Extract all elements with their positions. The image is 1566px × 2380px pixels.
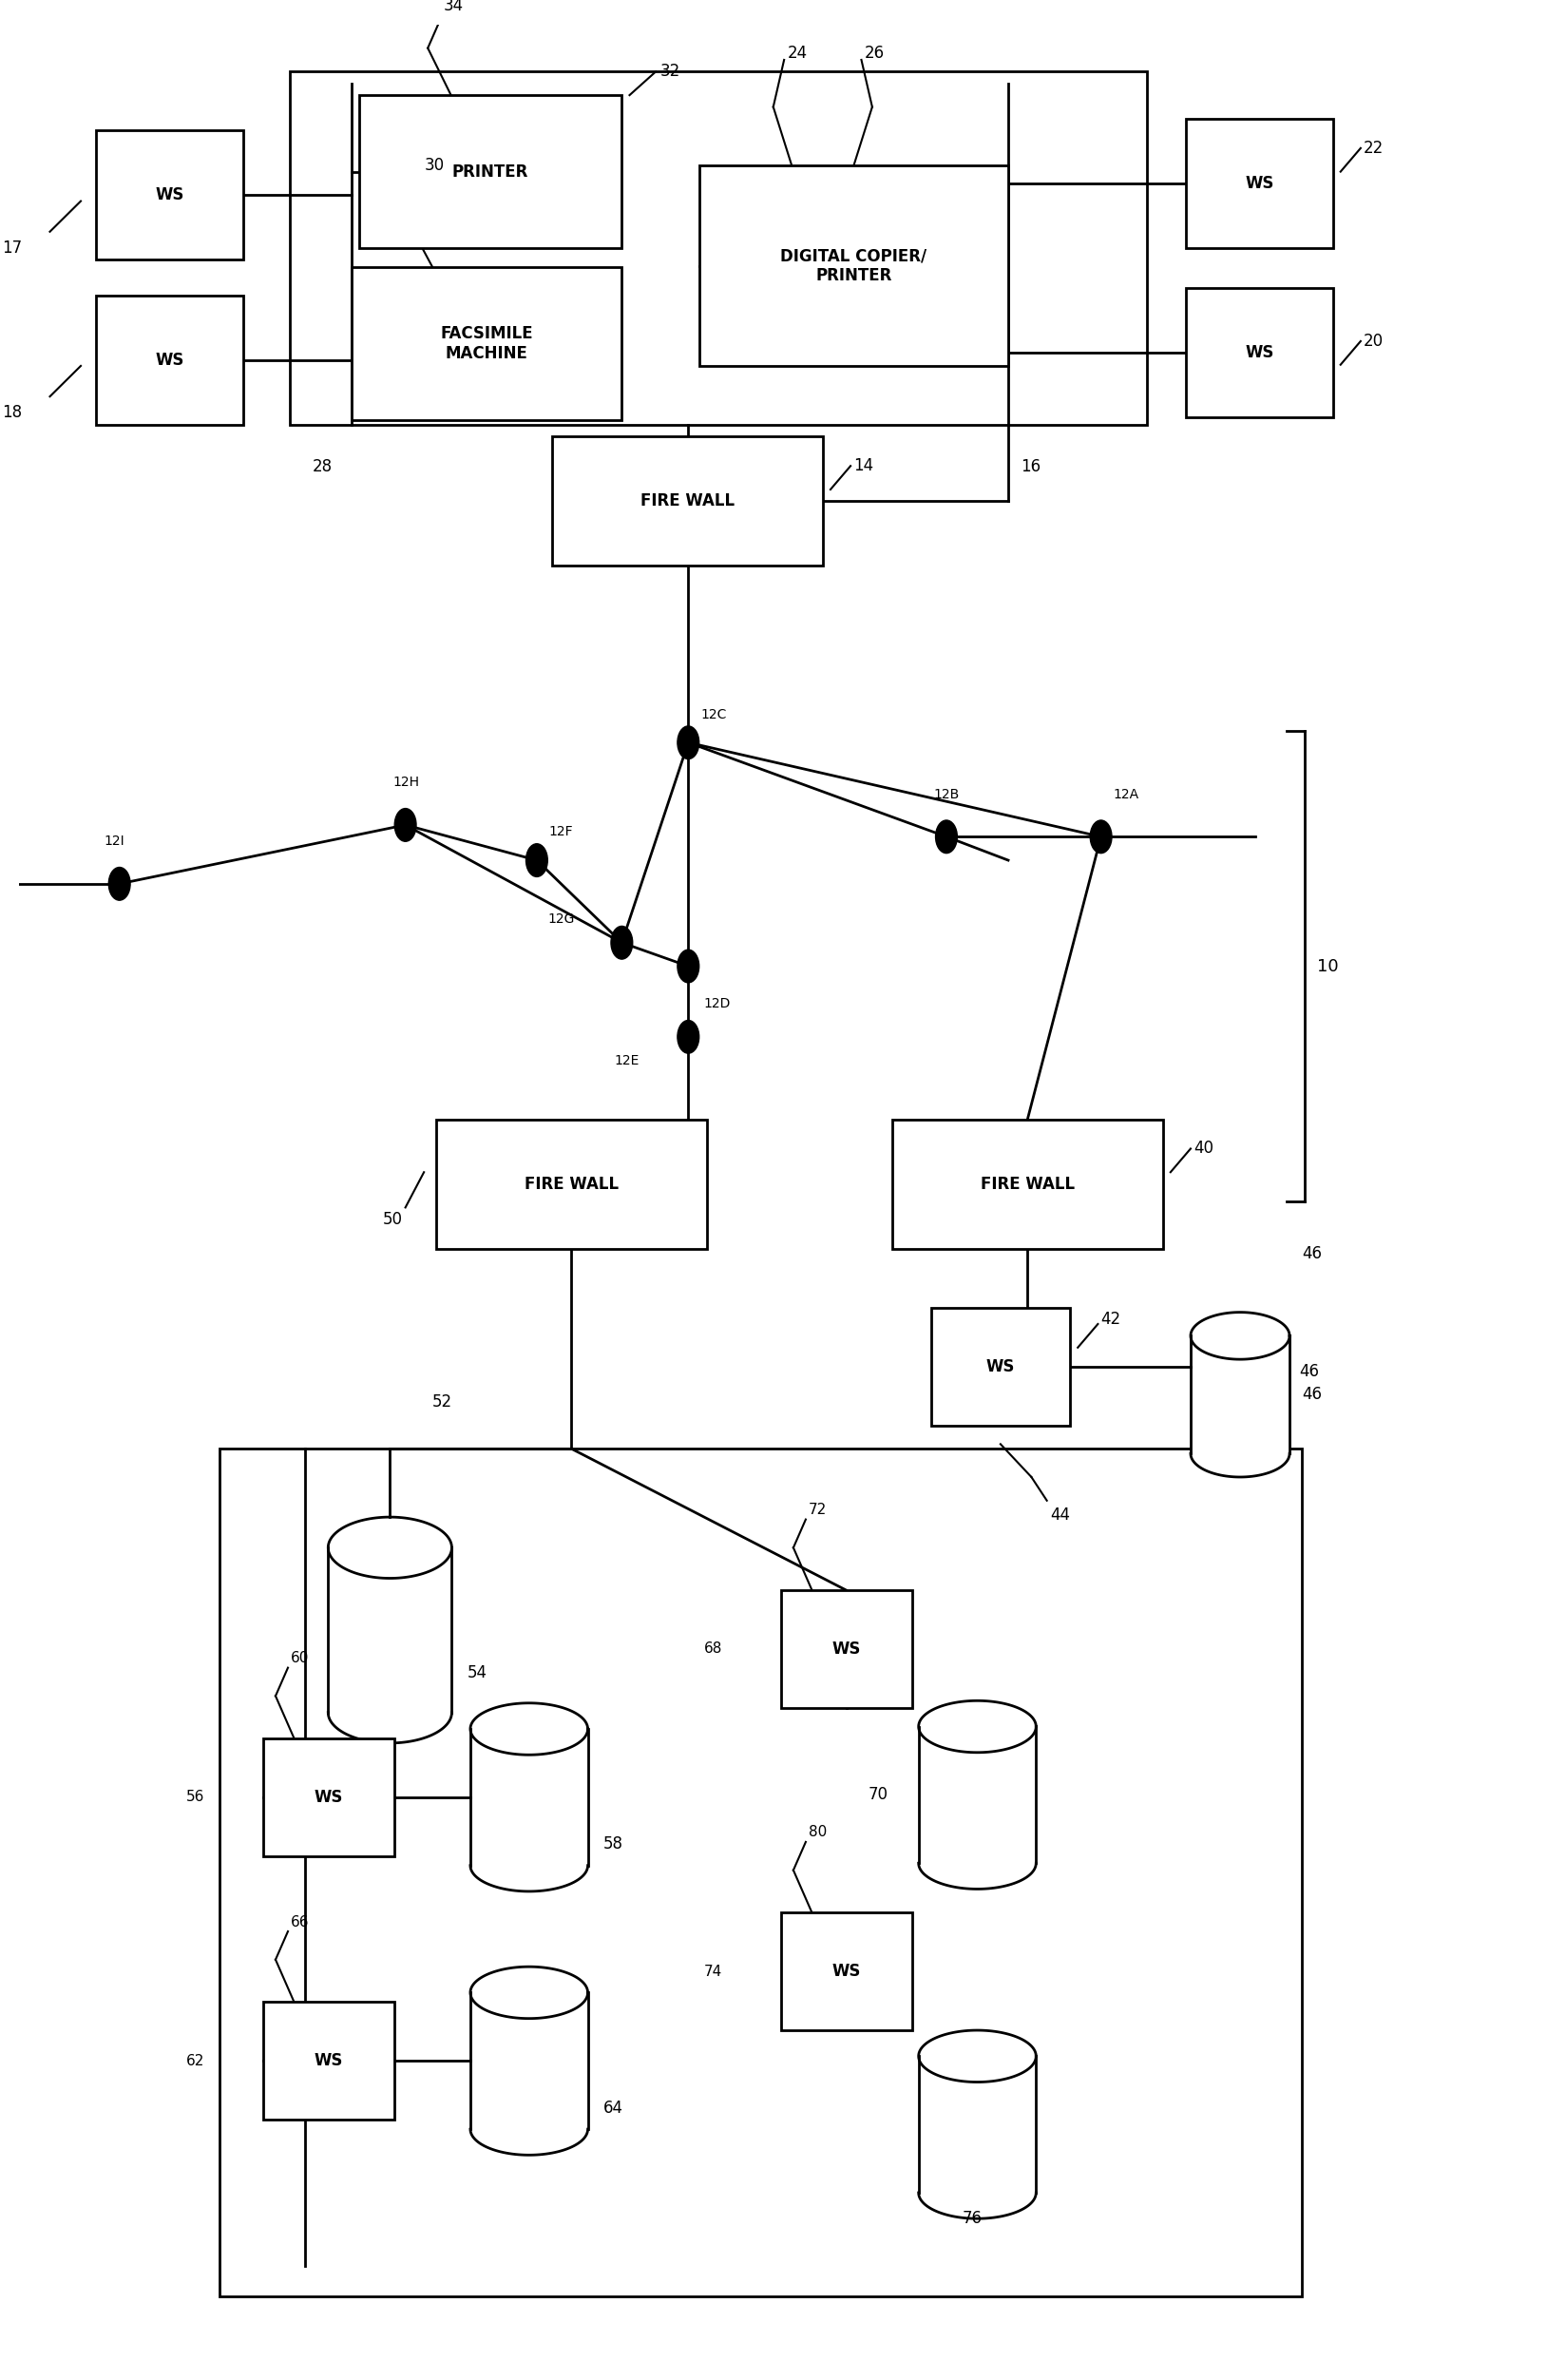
Text: 16: 16 bbox=[1021, 459, 1041, 476]
FancyBboxPatch shape bbox=[1185, 119, 1333, 248]
Text: 12D: 12D bbox=[703, 997, 731, 1012]
Text: 72: 72 bbox=[808, 1502, 827, 1516]
Polygon shape bbox=[1190, 1335, 1289, 1454]
Text: 18: 18 bbox=[2, 405, 22, 421]
Polygon shape bbox=[470, 1992, 587, 2130]
Polygon shape bbox=[470, 1728, 587, 1866]
Text: FIRE WALL: FIRE WALL bbox=[640, 493, 734, 509]
Circle shape bbox=[935, 821, 957, 852]
Text: WS: WS bbox=[315, 1790, 343, 1806]
Text: 12G: 12G bbox=[548, 912, 575, 926]
FancyBboxPatch shape bbox=[219, 1449, 1301, 2297]
Text: 54: 54 bbox=[467, 1664, 487, 1680]
FancyBboxPatch shape bbox=[781, 1914, 913, 2030]
Text: 12F: 12F bbox=[550, 826, 573, 838]
Text: 58: 58 bbox=[603, 1835, 623, 1854]
Text: 56: 56 bbox=[186, 1790, 205, 1804]
Text: 12H: 12H bbox=[393, 776, 420, 790]
Circle shape bbox=[678, 950, 698, 983]
Text: 46: 46 bbox=[1301, 1245, 1322, 1261]
FancyBboxPatch shape bbox=[96, 131, 243, 259]
FancyBboxPatch shape bbox=[930, 1307, 1070, 1426]
Text: 17: 17 bbox=[2, 240, 22, 257]
Circle shape bbox=[395, 809, 417, 843]
Text: WS: WS bbox=[155, 352, 185, 369]
Text: WS: WS bbox=[1245, 345, 1273, 362]
Text: 30: 30 bbox=[424, 157, 445, 174]
Text: FACSIMILE
MACHINE: FACSIMILE MACHINE bbox=[440, 326, 532, 362]
FancyBboxPatch shape bbox=[359, 95, 622, 248]
Text: WS: WS bbox=[832, 1963, 861, 1980]
FancyBboxPatch shape bbox=[437, 1119, 706, 1249]
Text: WS: WS bbox=[1245, 174, 1273, 193]
Text: 12A: 12A bbox=[1113, 788, 1138, 802]
FancyBboxPatch shape bbox=[781, 1590, 913, 1709]
FancyBboxPatch shape bbox=[351, 267, 622, 419]
Polygon shape bbox=[329, 1547, 451, 1714]
Circle shape bbox=[678, 726, 698, 759]
Text: WS: WS bbox=[832, 1640, 861, 1656]
Circle shape bbox=[108, 866, 130, 900]
Text: 28: 28 bbox=[313, 459, 332, 476]
Text: 32: 32 bbox=[661, 62, 681, 81]
FancyBboxPatch shape bbox=[263, 1737, 395, 1856]
Text: 60: 60 bbox=[291, 1652, 310, 1666]
FancyBboxPatch shape bbox=[263, 2002, 395, 2121]
Text: 62: 62 bbox=[186, 2054, 205, 2068]
FancyBboxPatch shape bbox=[1185, 288, 1333, 416]
Text: 52: 52 bbox=[432, 1392, 453, 1411]
Text: 44: 44 bbox=[1049, 1507, 1070, 1523]
Text: 12I: 12I bbox=[103, 835, 125, 847]
Circle shape bbox=[678, 1021, 698, 1054]
Text: WS: WS bbox=[987, 1359, 1015, 1376]
Circle shape bbox=[611, 926, 633, 959]
Text: 66: 66 bbox=[291, 1916, 310, 1930]
Text: WS: WS bbox=[155, 186, 185, 205]
Text: 12C: 12C bbox=[700, 707, 727, 721]
Text: 64: 64 bbox=[603, 2099, 623, 2116]
Text: 26: 26 bbox=[864, 45, 885, 62]
Circle shape bbox=[526, 845, 548, 876]
Text: 12B: 12B bbox=[933, 788, 960, 802]
Text: 24: 24 bbox=[788, 45, 806, 62]
Text: FIRE WALL: FIRE WALL bbox=[980, 1176, 1074, 1192]
Text: 12E: 12E bbox=[614, 1054, 639, 1066]
Text: 22: 22 bbox=[1364, 140, 1384, 157]
Text: WS: WS bbox=[315, 2052, 343, 2071]
FancyBboxPatch shape bbox=[698, 167, 1009, 367]
FancyBboxPatch shape bbox=[893, 1119, 1164, 1249]
Text: 68: 68 bbox=[703, 1642, 722, 1656]
Text: 46: 46 bbox=[1298, 1364, 1319, 1380]
Text: 20: 20 bbox=[1364, 333, 1384, 350]
Text: PRINTER: PRINTER bbox=[453, 164, 529, 181]
FancyBboxPatch shape bbox=[553, 436, 822, 566]
Text: 74: 74 bbox=[705, 1963, 722, 1978]
Text: 80: 80 bbox=[808, 1825, 827, 1840]
Text: FIRE WALL: FIRE WALL bbox=[525, 1176, 619, 1192]
Text: 34: 34 bbox=[443, 0, 464, 14]
Circle shape bbox=[1090, 821, 1112, 852]
Text: 46: 46 bbox=[1301, 1385, 1322, 1404]
Text: 76: 76 bbox=[962, 2211, 982, 2228]
Polygon shape bbox=[919, 1725, 1037, 1864]
Text: 50: 50 bbox=[382, 1211, 402, 1228]
FancyBboxPatch shape bbox=[96, 295, 243, 424]
Text: 70: 70 bbox=[868, 1787, 888, 1804]
Text: 40: 40 bbox=[1193, 1140, 1214, 1157]
Polygon shape bbox=[919, 2056, 1037, 2192]
Text: 14: 14 bbox=[853, 457, 874, 474]
FancyBboxPatch shape bbox=[290, 71, 1148, 424]
Text: 42: 42 bbox=[1101, 1311, 1121, 1328]
Text: 10: 10 bbox=[1317, 957, 1339, 976]
Text: DIGITAL COPIER/
PRINTER: DIGITAL COPIER/ PRINTER bbox=[780, 248, 927, 283]
